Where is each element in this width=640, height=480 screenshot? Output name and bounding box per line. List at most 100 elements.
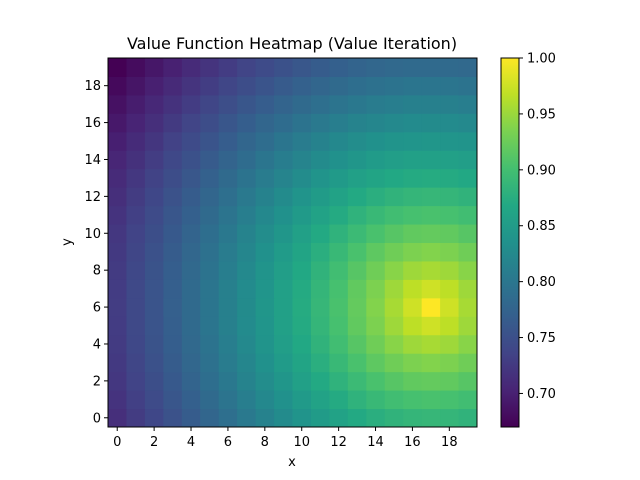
heatmap-cell — [126, 390, 146, 410]
heatmap-cell — [126, 242, 146, 262]
heatmap-cell — [108, 353, 127, 373]
heatmap-cell — [274, 242, 293, 262]
heatmap-cell — [329, 113, 349, 133]
x-axis-label: x — [288, 455, 296, 470]
heatmap-cell — [440, 224, 460, 243]
heatmap-cell — [200, 353, 220, 373]
heatmap-cell — [329, 279, 349, 299]
y-tick-label: 4 — [93, 337, 101, 352]
heatmap-cell — [237, 58, 257, 77]
heatmap-cell — [200, 205, 220, 225]
heatmap-cell — [310, 224, 330, 243]
heatmap-cell — [237, 260, 257, 280]
heatmap-cell — [144, 353, 164, 373]
heatmap-cell — [144, 168, 164, 188]
heatmap-cell — [274, 371, 293, 391]
heatmap-cell — [403, 76, 423, 96]
heatmap-cell — [292, 168, 312, 188]
heatmap-cell — [440, 371, 460, 391]
heatmap-cell — [237, 150, 257, 170]
heatmap-cell — [144, 408, 164, 428]
heatmap-cell — [144, 224, 164, 243]
heatmap-cell — [255, 297, 275, 317]
colorbar-tick-label: 0.70 — [527, 387, 556, 402]
heatmap-cell — [163, 187, 183, 207]
heatmap-cell — [366, 168, 386, 188]
heatmap-cell — [347, 316, 367, 336]
heatmap-cell — [310, 76, 330, 96]
heatmap-cell — [440, 408, 460, 428]
heatmap-cell — [421, 371, 441, 391]
heatmap-cell — [458, 224, 478, 243]
heatmap-cell — [181, 58, 201, 77]
heatmap-cell — [384, 260, 404, 280]
heatmap-cell — [181, 353, 201, 373]
heatmap-cell — [310, 58, 330, 77]
y-tick-label: 2 — [93, 374, 101, 389]
heatmap-cell — [237, 224, 257, 243]
heatmap-cell — [347, 205, 367, 225]
heatmap-cell — [421, 297, 441, 317]
heatmap-cell — [200, 224, 220, 243]
colorbar-tick-label: 0.85 — [527, 219, 556, 234]
heatmap-cell — [144, 316, 164, 336]
heatmap-cell — [310, 94, 330, 114]
heatmap-cell — [329, 260, 349, 280]
heatmap-cell — [403, 205, 423, 225]
heatmap-cell — [403, 353, 423, 373]
heatmap-cell — [274, 168, 293, 188]
heatmap-cell — [108, 150, 127, 170]
heatmap-cell — [292, 316, 312, 336]
heatmap-cell — [366, 187, 386, 207]
heatmap-cell — [200, 316, 220, 336]
heatmap-cell — [218, 297, 238, 317]
heatmap-cell — [218, 279, 238, 299]
colorbar-tick-label: 0.75 — [527, 331, 556, 346]
heatmap-cell — [163, 150, 183, 170]
heatmap-cell — [200, 260, 220, 280]
heatmap-cell — [403, 334, 423, 354]
heatmap-cell — [403, 131, 423, 151]
heatmap-cell — [163, 94, 183, 114]
heatmap-cell — [366, 113, 386, 133]
heatmap-cell — [329, 390, 349, 410]
heatmap-cell — [108, 297, 127, 317]
heatmap-cell — [237, 94, 257, 114]
heatmap-cell — [255, 353, 275, 373]
heatmap-cell — [458, 390, 478, 410]
heatmap-cell — [255, 150, 275, 170]
heatmap-cell — [237, 334, 257, 354]
heatmap-cell — [126, 408, 146, 428]
heatmap-cell — [384, 58, 404, 77]
heatmap-cell — [163, 260, 183, 280]
y-axis-label: y — [60, 238, 75, 246]
heatmap-cell — [255, 58, 275, 77]
heatmap-cell — [144, 242, 164, 262]
heatmap-cell — [384, 279, 404, 299]
heatmap-cell — [108, 260, 127, 280]
heatmap-cell — [144, 297, 164, 317]
heatmap-cell — [403, 371, 423, 391]
heatmap-cell — [126, 94, 146, 114]
y-tick-label: 14 — [84, 153, 101, 168]
heatmap-cell — [163, 168, 183, 188]
heatmap-cell — [237, 168, 257, 188]
heatmap-cell — [310, 260, 330, 280]
heatmap-cell — [126, 316, 146, 336]
heatmap-cell — [274, 260, 293, 280]
heatmap-cell — [218, 334, 238, 354]
heatmap-cell — [458, 187, 478, 207]
heatmap-cell — [403, 150, 423, 170]
heatmap-cell — [329, 316, 349, 336]
heatmap-cell — [292, 205, 312, 225]
heatmap-cell — [200, 131, 220, 151]
heatmap-cell — [329, 168, 349, 188]
y-axis-ticks: 0 2 4 6 8 10 12 14 16 18 — [84, 79, 108, 426]
heatmap-cell — [108, 94, 127, 114]
heatmap-cell — [310, 168, 330, 188]
heatmap-cell — [421, 76, 441, 96]
heatmap-cell — [347, 150, 367, 170]
heatmap-cell — [310, 334, 330, 354]
heatmap-cell — [181, 76, 201, 96]
heatmap-cell — [347, 58, 367, 77]
